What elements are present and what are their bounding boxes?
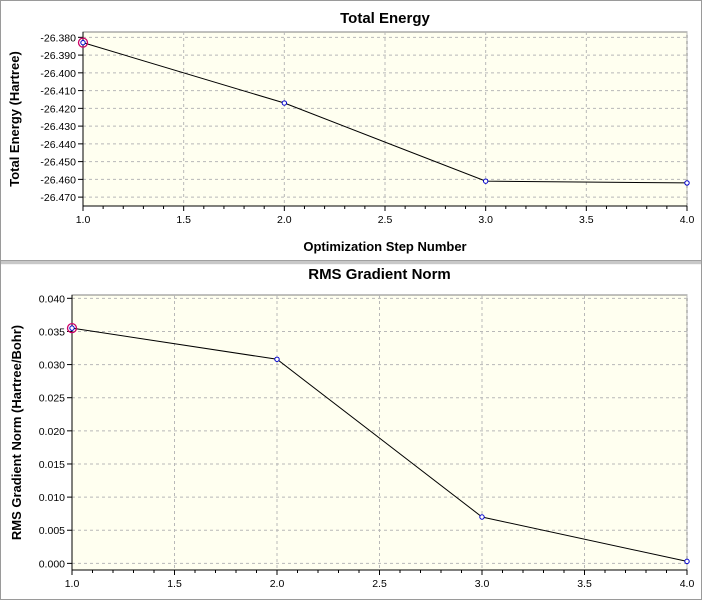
y-tick-label: -26.420 <box>40 103 76 115</box>
y-axis-label: RMS Gradient Norm (Hartree/Bohr) <box>9 325 24 540</box>
x-tick-label: 3.5 <box>577 578 592 590</box>
x-tick-label: 4.0 <box>680 578 695 590</box>
data-point[interactable] <box>69 325 75 331</box>
highlighted-point-ring[interactable] <box>66 322 78 334</box>
y-tick-label: -26.470 <box>40 192 76 204</box>
x-tick-label: 1.5 <box>176 214 191 226</box>
series-line <box>71 327 688 562</box>
y-tick-label: -26.410 <box>40 86 76 98</box>
x-tick-label: 1.0 <box>76 214 91 226</box>
data-point[interactable] <box>274 356 280 362</box>
y-tick-label: -26.450 <box>40 157 76 169</box>
y-tick-label: -26.430 <box>40 121 76 133</box>
y-tick-label: -26.440 <box>40 139 76 151</box>
y-axis-label: Total Energy (Hartree) <box>7 51 22 187</box>
chart-title: Total Energy <box>340 10 430 27</box>
x-tick-label: 2.0 <box>277 214 292 226</box>
y-tick-label: 0.005 <box>39 525 65 537</box>
x-tick-label: 3.5 <box>579 214 594 226</box>
plot-area <box>71 294 688 571</box>
data-point[interactable] <box>479 514 485 520</box>
x-tick-label: 1.5 <box>167 578 182 590</box>
y-tick-label: 0.040 <box>39 293 65 305</box>
x-tick-label: 1.0 <box>65 578 80 590</box>
data-point[interactable] <box>482 178 489 184</box>
rms-gradient-chart: RMS Gradient Norm 1.0 1.5 2.0 2.5 3.0 3.5 4.0 0.… <box>9 266 695 590</box>
y-tick-label: 0.030 <box>39 360 65 372</box>
y-tick-label: 0.010 <box>39 492 65 504</box>
data-point[interactable] <box>684 180 690 186</box>
x-tick-label: 4.0 <box>680 214 695 226</box>
y-tick-label: -26.400 <box>40 68 76 80</box>
y-tick-label: 0.015 <box>39 459 65 471</box>
y-tick-label: 0.000 <box>39 558 65 570</box>
total-energy-panel: Total Energy 1.0 1.5 2.0 2.5 3.0 3.5 4.0 -26.380… <box>1 1 701 263</box>
data-point[interactable] <box>684 558 690 565</box>
x-tick-label: 2.0 <box>270 578 285 590</box>
y-tick-label: 0.025 <box>39 393 65 405</box>
data-point[interactable] <box>80 39 86 46</box>
x-tick-label: 2.5 <box>372 578 387 590</box>
x-tick-label: 3.0 <box>475 578 490 590</box>
x-tick-label: 2.5 <box>378 214 393 226</box>
series-line <box>82 42 688 184</box>
y-tick-label: 0.035 <box>39 326 65 338</box>
rms-gradient-panel: RMS Gradient Norm 1.0 1.5 2.0 2.5 3.0 3.5 4.0 0.… <box>1 263 701 599</box>
x-axis-label: Optimization Step Number <box>303 239 466 254</box>
x-tick-label: 3.0 <box>478 214 493 226</box>
y-tick-label: -26.460 <box>40 174 76 186</box>
y-tick-label: 0.020 <box>39 426 65 438</box>
chart-title: RMS Gradient Norm <box>308 266 451 283</box>
data-point[interactable] <box>281 100 288 106</box>
total-energy-chart: Total Energy 1.0 1.5 2.0 2.5 3.0 3.5 4.0 -26.380… <box>7 10 695 254</box>
y-tick-label: -26.390 <box>40 50 76 62</box>
highlighted-point-ring[interactable] <box>77 37 89 48</box>
y-tick-label: -26.380 <box>40 32 76 44</box>
panel-divider[interactable] <box>1 260 701 265</box>
